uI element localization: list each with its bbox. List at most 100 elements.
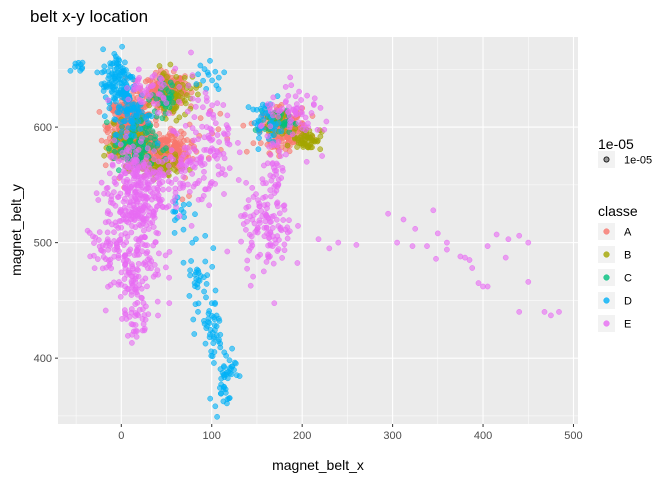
point bbox=[457, 253, 464, 260]
point bbox=[505, 236, 512, 243]
point bbox=[139, 327, 146, 334]
point bbox=[267, 108, 274, 115]
point bbox=[128, 292, 135, 298]
point bbox=[204, 272, 211, 278]
point bbox=[221, 191, 227, 197]
point bbox=[140, 91, 146, 97]
point bbox=[211, 152, 218, 159]
point bbox=[132, 86, 139, 93]
point bbox=[107, 243, 113, 249]
point bbox=[279, 255, 285, 261]
point bbox=[163, 204, 170, 211]
point bbox=[335, 239, 342, 246]
point bbox=[111, 137, 118, 144]
point bbox=[67, 67, 74, 74]
point bbox=[180, 173, 187, 180]
point bbox=[131, 193, 138, 200]
point bbox=[122, 230, 129, 237]
point bbox=[144, 185, 151, 191]
point bbox=[138, 294, 145, 301]
point bbox=[107, 199, 114, 206]
x-tick-label: 200 bbox=[293, 430, 311, 442]
point bbox=[109, 221, 115, 228]
point bbox=[284, 224, 291, 231]
point bbox=[122, 170, 128, 176]
point bbox=[129, 340, 135, 346]
point bbox=[142, 164, 149, 171]
point bbox=[203, 294, 209, 301]
point bbox=[211, 334, 218, 340]
point bbox=[247, 282, 254, 289]
point bbox=[211, 360, 217, 366]
point bbox=[228, 366, 234, 372]
point bbox=[314, 126, 321, 133]
point bbox=[315, 236, 322, 243]
point bbox=[128, 229, 135, 236]
point bbox=[269, 161, 276, 167]
point bbox=[144, 283, 150, 290]
point bbox=[163, 137, 170, 143]
point bbox=[295, 223, 301, 229]
point bbox=[101, 113, 108, 120]
point bbox=[179, 196, 186, 203]
point bbox=[101, 152, 107, 159]
size-legend-marker bbox=[603, 156, 610, 163]
point bbox=[173, 204, 179, 211]
point bbox=[193, 236, 199, 242]
x-tick-label: 400 bbox=[474, 430, 492, 442]
point bbox=[224, 248, 231, 255]
legend-marker bbox=[603, 228, 610, 235]
point bbox=[132, 301, 139, 307]
point bbox=[114, 246, 120, 253]
point bbox=[277, 153, 284, 159]
point bbox=[119, 128, 125, 135]
point bbox=[298, 97, 304, 103]
point bbox=[176, 114, 183, 121]
point bbox=[244, 265, 250, 272]
point bbox=[115, 194, 121, 200]
point bbox=[111, 116, 118, 123]
point bbox=[210, 115, 217, 121]
point bbox=[270, 260, 277, 267]
point bbox=[153, 229, 160, 236]
point bbox=[249, 185, 256, 191]
point bbox=[267, 241, 274, 247]
point bbox=[434, 230, 441, 237]
point bbox=[277, 226, 284, 232]
point bbox=[186, 201, 192, 208]
point bbox=[166, 274, 172, 281]
point bbox=[145, 265, 151, 272]
point bbox=[116, 237, 123, 243]
point bbox=[122, 118, 128, 124]
point bbox=[160, 147, 167, 154]
point bbox=[200, 77, 206, 84]
point bbox=[130, 143, 136, 150]
point bbox=[209, 77, 215, 84]
point bbox=[91, 265, 98, 272]
point bbox=[133, 112, 140, 119]
point bbox=[502, 254, 509, 261]
point bbox=[201, 175, 207, 181]
point bbox=[430, 207, 437, 214]
point bbox=[100, 46, 106, 53]
point bbox=[294, 260, 301, 266]
point bbox=[255, 253, 261, 260]
point bbox=[268, 193, 274, 200]
point bbox=[93, 190, 100, 197]
point bbox=[240, 122, 247, 129]
point bbox=[138, 99, 144, 105]
point bbox=[285, 92, 292, 99]
point bbox=[178, 206, 185, 213]
point bbox=[130, 171, 136, 177]
point bbox=[260, 195, 266, 201]
point bbox=[205, 111, 212, 117]
point bbox=[99, 265, 106, 272]
point bbox=[275, 182, 282, 188]
point bbox=[257, 140, 264, 146]
point bbox=[267, 229, 274, 236]
point bbox=[224, 396, 231, 403]
point bbox=[123, 129, 130, 136]
point bbox=[180, 226, 187, 233]
point bbox=[218, 390, 224, 397]
